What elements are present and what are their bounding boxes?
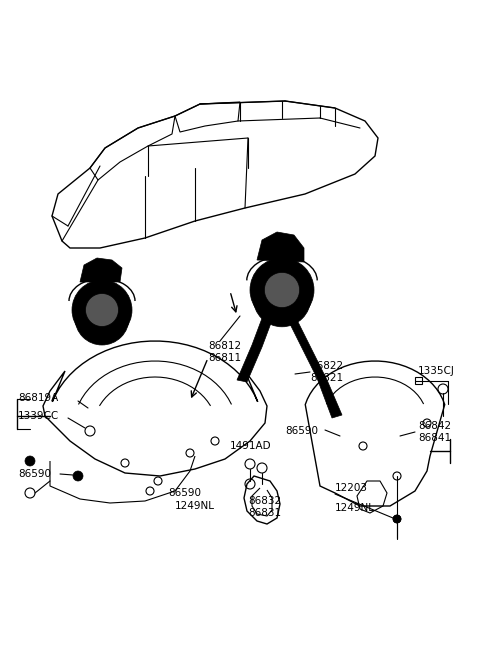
Polygon shape: [80, 258, 122, 282]
Circle shape: [72, 280, 132, 340]
Text: 86821: 86821: [310, 373, 343, 383]
Text: 86842: 86842: [418, 421, 451, 431]
Text: 1249NL: 1249NL: [335, 503, 375, 513]
Text: 1339CC: 1339CC: [18, 411, 59, 421]
Text: 86590: 86590: [168, 488, 201, 498]
Text: 86832: 86832: [248, 496, 281, 506]
Text: 86831: 86831: [248, 508, 281, 518]
Text: 86811: 86811: [208, 353, 241, 363]
Text: 1335CJ: 1335CJ: [418, 366, 455, 376]
Circle shape: [393, 515, 401, 523]
Circle shape: [393, 515, 401, 523]
Circle shape: [75, 291, 129, 345]
Polygon shape: [257, 232, 304, 262]
Text: 86590: 86590: [18, 469, 51, 479]
Bar: [415, 377, 422, 384]
Circle shape: [85, 293, 119, 327]
Text: 12203: 12203: [335, 483, 368, 493]
Text: 86819A: 86819A: [18, 393, 58, 403]
Text: 86822: 86822: [310, 361, 343, 371]
Text: 1491AD: 1491AD: [230, 441, 272, 451]
Text: 86812: 86812: [208, 341, 241, 351]
Circle shape: [264, 272, 300, 308]
Polygon shape: [282, 308, 342, 418]
Text: 86841: 86841: [418, 433, 451, 443]
Circle shape: [25, 456, 35, 466]
Text: 1249NL: 1249NL: [175, 501, 215, 511]
Text: 86590: 86590: [285, 426, 318, 436]
Circle shape: [250, 258, 314, 322]
Polygon shape: [237, 305, 277, 382]
Circle shape: [73, 471, 83, 481]
Circle shape: [253, 269, 311, 327]
